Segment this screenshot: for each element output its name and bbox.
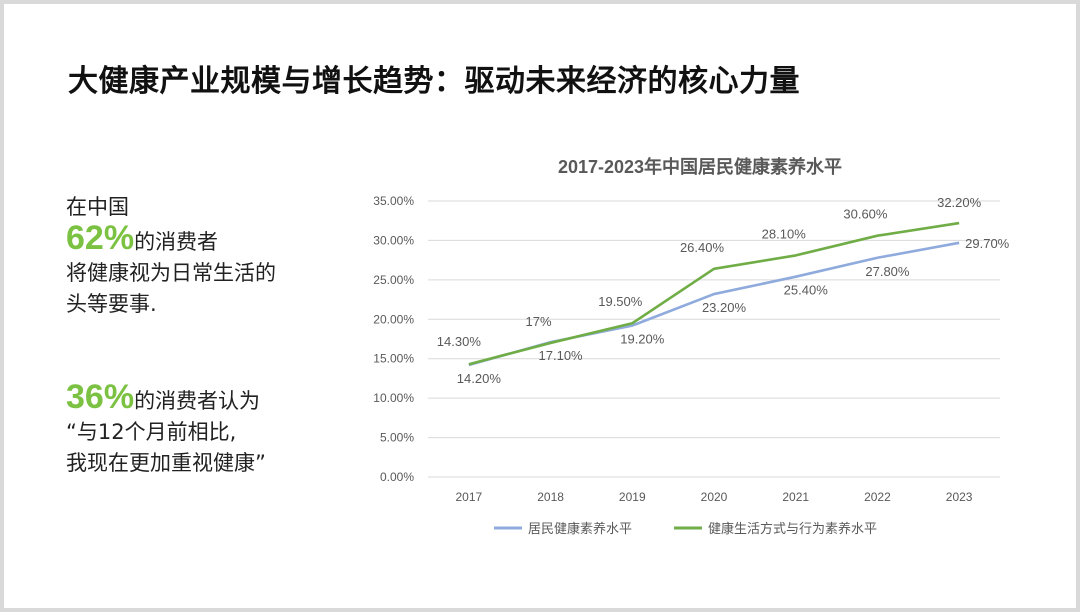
- data-label-s1: 29.70%: [965, 236, 1010, 251]
- data-label-s1: 25.40%: [784, 283, 829, 298]
- x-tick-label: 2017: [456, 490, 483, 504]
- y-tick-label: 5.00%: [380, 431, 414, 445]
- data-label-s1: 27.80%: [865, 264, 910, 279]
- y-tick-label: 35.00%: [373, 194, 414, 208]
- slide-title: 大健康产业规模与增长趋势：驱动未来经济的核心力量: [68, 64, 800, 99]
- x-tick-label: 2018: [537, 490, 564, 504]
- stat2-line2: “与12个月前相比,: [66, 420, 237, 444]
- y-tick-label: 25.00%: [373, 273, 414, 287]
- series-line-2: [468, 221, 960, 366]
- x-tick-label: 2020: [701, 490, 728, 504]
- stat2-highlight: 36%: [66, 378, 135, 416]
- data-label-s2: 30.60%: [843, 207, 888, 222]
- stat2-suffix: 的消费者认为: [134, 389, 261, 413]
- y-tick-label: 15.00%: [373, 352, 414, 366]
- chart-container: 2017-2023年中国居民健康素养水平 0.00% 5.00% 10.00% 15.0…: [348, 148, 1028, 562]
- data-label-s1: 17.10%: [539, 348, 584, 363]
- data-label-s2: 19.50%: [598, 294, 643, 309]
- data-label-s1: 14.20%: [457, 371, 502, 386]
- stat1-highlight: 62%: [66, 219, 135, 257]
- stat1-suffix: 的消费者: [134, 230, 219, 254]
- data-label-s2: 28.10%: [762, 226, 807, 241]
- stat2-line3: 我现在更加重视健康”: [66, 451, 266, 475]
- stat1-line4: 头等要事.: [66, 292, 157, 316]
- stat1-line2: 62%的消费者: [66, 221, 276, 258]
- x-tick-label: 2022: [864, 490, 891, 504]
- data-label-s2: 14.30%: [437, 334, 482, 349]
- legend-label-2: 健康生活方式与行为素养水平: [708, 521, 877, 536]
- y-tick-label: 30.00%: [373, 233, 414, 247]
- y-tick-label: 0.00%: [380, 470, 414, 484]
- x-tick-label: 2021: [782, 490, 809, 504]
- x-tick-label: 2023: [946, 490, 973, 504]
- y-tick-label: 10.00%: [373, 391, 414, 405]
- data-label-s2: 26.40%: [680, 240, 725, 255]
- chart-title: 2017-2023年中国居民健康素养水平: [558, 156, 842, 177]
- stat1-line1: 在中国: [66, 195, 129, 219]
- stat-block-36: 36%的消费者认为 “与12个月前相比, 我现在更加重视健康”: [66, 380, 266, 479]
- data-label-s2: 32.20%: [937, 195, 982, 210]
- slide: 大健康产业规模与增长趋势：驱动未来经济的核心力量 在中国 62%的消费者 将健康…: [4, 4, 1076, 608]
- data-label-s1: 19.20%: [620, 332, 665, 347]
- y-tick-label: 20.00%: [373, 312, 414, 326]
- stat1-line3: 将健康视为日常生活的: [66, 261, 276, 285]
- stat-block-62: 在中国 62%的消费者 将健康视为日常生活的 头等要事.: [66, 192, 276, 320]
- line-chart: 2017-2023年中国居民健康素养水平 0.00% 5.00% 10.00% 15.0…: [373, 156, 1010, 536]
- stat2-line1: 36%的消费者认为: [66, 380, 266, 417]
- legend-label-1: 居民健康素养水平: [528, 521, 632, 536]
- data-label-s2: 17%: [526, 314, 552, 329]
- data-label-s1: 23.20%: [702, 300, 747, 315]
- x-tick-label: 2019: [619, 490, 646, 504]
